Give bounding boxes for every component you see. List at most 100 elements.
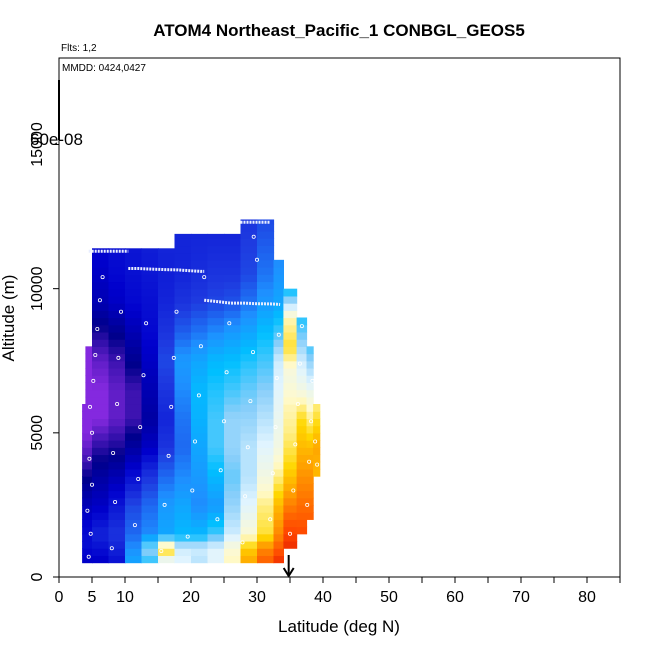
heatmap-cell — [240, 425, 258, 434]
heatmap-cell — [296, 476, 308, 484]
heatmap-cell — [283, 303, 298, 311]
heatmap-cell — [141, 490, 159, 499]
heatmap-cell — [296, 346, 308, 355]
sample-point — [310, 378, 315, 383]
sample-point — [305, 502, 310, 507]
heatmap-cell — [240, 497, 258, 506]
heatmap-cell — [296, 396, 308, 405]
heatmap-cell — [92, 476, 110, 484]
heatmap-cell — [108, 461, 126, 470]
heatmap-cell — [141, 259, 159, 268]
heatmap-cell — [306, 432, 314, 441]
heatmap-cell — [306, 490, 314, 499]
heatmap-cell — [174, 519, 192, 528]
heatmap-cell — [273, 548, 284, 556]
heatmap-cell — [158, 353, 176, 362]
sample-point — [119, 309, 124, 314]
heatmap-cell — [125, 533, 143, 542]
heatmap-cell — [92, 432, 110, 441]
heatmap-cell — [92, 375, 110, 383]
heatmap-cell — [191, 245, 209, 254]
heatmap-cell — [313, 404, 321, 412]
heatmap-cell — [313, 425, 321, 434]
heatmap-cell — [273, 432, 284, 441]
heatmap-cell — [92, 389, 110, 398]
sample-point — [166, 453, 171, 458]
sample-point — [307, 459, 312, 464]
heatmap-cell — [207, 512, 225, 520]
heatmap-cell — [191, 252, 209, 261]
heatmap-cell — [191, 274, 209, 283]
heatmap-cell — [92, 512, 110, 520]
heatmap-cell — [283, 310, 298, 319]
heatmap-cell — [257, 252, 275, 261]
heatmap-cell — [191, 353, 209, 362]
heatmap-cell — [92, 483, 110, 492]
heatmap-cell — [240, 447, 258, 456]
chart-title: ATOM4 Northeast_Pacific_1 CONBGL_GEOS5 — [153, 21, 525, 40]
heatmap-cell — [257, 303, 275, 311]
heatmap-cell — [283, 404, 298, 412]
heatmap-cell — [207, 339, 225, 347]
heatmap-cell — [141, 440, 159, 448]
heatmap-cell — [158, 504, 176, 513]
sample-point — [90, 430, 95, 435]
heatmap-cell — [158, 389, 176, 398]
heatmap-cell — [125, 248, 143, 254]
heatmap-cell — [174, 274, 192, 283]
heatmap-cell — [257, 440, 275, 448]
heatmap-cell — [306, 454, 314, 463]
heatmap-cell — [125, 483, 143, 492]
heatmap-cell — [92, 382, 110, 391]
heatmap-cell — [224, 233, 242, 239]
heatmap-cell — [224, 404, 242, 412]
heatmap-cell — [174, 346, 192, 355]
heatmap-cell — [158, 440, 176, 448]
sample-point — [221, 419, 226, 424]
heatmap-cell — [283, 367, 298, 376]
heatmap-cell — [224, 461, 242, 470]
heatmap-cell — [273, 418, 284, 427]
heatmap-cell — [108, 425, 126, 434]
heatmap-cell — [257, 555, 275, 564]
plot-frame — [58, 57, 621, 578]
heatmap-cell — [273, 324, 284, 333]
heatmap-cell — [257, 274, 275, 283]
sample-point — [291, 488, 296, 493]
heatmap-cell — [273, 533, 284, 542]
heatmap-cell — [191, 504, 209, 513]
heatmap-cell — [158, 461, 176, 470]
heatmap-cell — [283, 389, 298, 398]
heatmap-cell — [240, 454, 258, 463]
heatmap-cell — [283, 353, 298, 362]
heatmap-cell — [240, 360, 258, 369]
heatmap-cell — [313, 454, 321, 463]
heatmap-cell — [125, 317, 143, 326]
heatmap-cell — [207, 526, 225, 535]
heatmap-cell — [296, 389, 308, 398]
heatmap-cell — [296, 512, 308, 520]
heatmap-cell — [257, 418, 275, 427]
x-tick-label: 80 — [578, 589, 596, 606]
heatmap-cell — [207, 432, 225, 441]
heatmap-cell — [108, 548, 126, 556]
heatmap-cell — [92, 533, 110, 542]
heatmap-cell — [174, 504, 192, 513]
heatmap-cell — [240, 238, 258, 247]
heatmap-cell — [82, 519, 93, 528]
heatmap-cell — [240, 303, 258, 311]
sample-point — [88, 404, 93, 409]
heatmap-cell — [174, 317, 192, 326]
heatmap-cell — [108, 331, 126, 340]
heatmap-cell — [158, 367, 176, 376]
heatmap-cell — [141, 519, 159, 528]
heatmap-cell — [108, 404, 126, 412]
heatmap-cell — [108, 288, 126, 297]
heatmap-cell — [108, 555, 126, 564]
heatmap-cell — [125, 339, 143, 347]
heatmap-cell — [207, 447, 225, 456]
heatmap-cell — [108, 360, 126, 369]
heatmap-cell — [306, 512, 314, 520]
heatmap-cell — [306, 375, 314, 383]
heatmap-cell — [141, 411, 159, 420]
